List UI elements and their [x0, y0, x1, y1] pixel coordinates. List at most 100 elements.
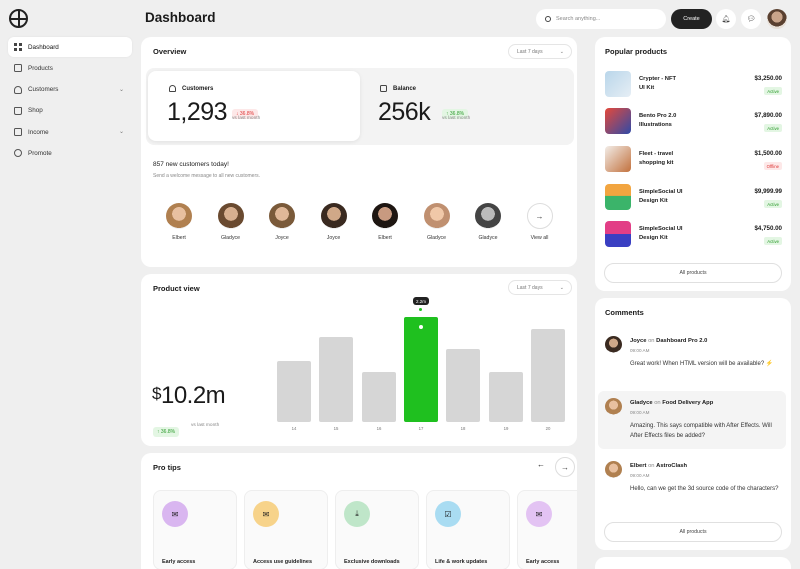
product-row[interactable]: Bento Pro 2.0 Illustrations $7,890.00 Activ… — [605, 108, 783, 140]
change-badge: ↑ 36.8% — [442, 109, 469, 119]
product-thumbnail — [605, 221, 631, 247]
grid-icon — [14, 43, 22, 51]
bell-icon: 🔔︎ — [721, 16, 731, 23]
product-row[interactable]: Crypter - NFT UI Kit $3,250.00 Active — [605, 71, 783, 103]
pro-tip-label: Early access — [162, 559, 196, 565]
range-value: Last 7 days — [517, 48, 543, 55]
x-tick-label: 16 — [376, 426, 382, 431]
user-icon — [14, 85, 22, 94]
comment-item[interactable]: Gladyce on Food Delivery App 09:00 AM Amaz… — [605, 398, 783, 448]
status-badge: Active — [764, 200, 782, 208]
arrow-right-icon: → — [561, 462, 569, 472]
comments-title: Comments — [605, 308, 644, 317]
pro-tip-item[interactable]: ✉ Early access — [153, 490, 237, 569]
new-customers-subtitle: Send a welcome message to all new custom… — [153, 173, 260, 179]
sidebar-item-customers[interactable]: Customers ⌄ — [8, 80, 132, 100]
change-value: 36.8% — [239, 111, 255, 117]
search-input[interactable]: Search anything... — [536, 9, 666, 29]
customer-avatar-item[interactable]: Elbert — [159, 203, 199, 241]
sidebar-item-shop[interactable]: Shop — [8, 101, 132, 121]
customer-avatar-item[interactable]: Joyce — [314, 203, 354, 241]
sidebar-item-income[interactable]: Income ⌄ — [8, 122, 132, 142]
sidebar-item-label: Customers — [28, 86, 59, 94]
customer-avatar-item[interactable]: Gladyce — [417, 203, 457, 241]
pro-tip-item[interactable]: ✉ Access use guidelines — [244, 490, 328, 569]
search-icon — [545, 16, 551, 22]
customer-avatar-item[interactable]: Gladyce — [468, 203, 508, 241]
comment-time: 09:00 AM — [630, 348, 650, 353]
avatar — [372, 203, 398, 229]
x-tick-label: 14 — [291, 426, 297, 431]
pro-tip-item[interactable]: ✉ Early access — [517, 490, 577, 569]
sidebar-item-products[interactable]: Products — [8, 58, 132, 78]
product-row[interactable]: SimpleSocial UI Design Kit $4,750.00 Active — [605, 221, 783, 253]
product-name: Crypter - NFT UI Kit — [639, 76, 677, 91]
chart-bar[interactable] — [446, 349, 480, 422]
comment-time: 09:00 AM — [630, 410, 650, 415]
comment-text: Hello, can we get the 3d source code of … — [630, 486, 779, 492]
avatar — [217, 203, 244, 229]
balance-label-text: Balance — [393, 85, 417, 92]
box-icon — [14, 64, 22, 73]
view-all-button[interactable]: → View all — [520, 203, 560, 241]
create-button[interactable]: Create — [671, 9, 712, 29]
arrow-right-icon: → — [526, 203, 553, 229]
chart-bar[interactable] — [362, 372, 396, 422]
balance-value: 256k — [378, 98, 431, 126]
product-name: SimpleSocial UI Design Kit — [639, 189, 683, 204]
range-value: Last 7 days — [517, 284, 543, 291]
product-view-range-select[interactable]: Last 7 days ⌄ — [508, 280, 572, 295]
prev-button[interactable]: ← — [537, 460, 545, 469]
customer-avatar-item[interactable]: Gladyce — [211, 203, 251, 241]
change-value: 36.8% — [160, 429, 176, 435]
product-thumbnail — [605, 108, 631, 134]
all-comments-button[interactable]: All products — [604, 522, 782, 542]
messages-button[interactable]: 💬︎ — [741, 9, 761, 29]
customer-avatar-item[interactable]: Joyce — [262, 203, 302, 241]
customer-avatar-item[interactable]: Elbert — [365, 203, 405, 241]
sidebar-item-label: Income — [28, 128, 49, 136]
promote-icon — [14, 149, 22, 158]
comment-item[interactable]: Elbert on AstroClash 09:00 AM Hello, can w… — [605, 461, 783, 511]
comment-item[interactable]: Joyce on Dashboard Pro 2.0 09:00 AM Great … — [605, 336, 783, 378]
avatar — [605, 461, 622, 478]
customer-name: Elbert — [378, 235, 392, 241]
status-badge: Active — [764, 124, 782, 132]
pro-tip-item[interactable]: ⤓ Exclusive downloads — [335, 490, 419, 569]
customer-name: Joyce — [275, 235, 289, 241]
customers-stat[interactable] — [148, 71, 360, 141]
pro-tip-item[interactable]: ☑ Life & work updates — [426, 490, 510, 569]
product-row[interactable]: SimpleSocial UI Design Kit $9,999.99 Active — [605, 184, 783, 216]
chart-bar[interactable] — [489, 372, 523, 422]
balance-note: vs last month — [442, 116, 471, 121]
next-button[interactable]: → — [555, 457, 575, 477]
user-icon — [169, 85, 176, 92]
avatar — [605, 336, 622, 353]
next-card — [595, 557, 791, 569]
avatar[interactable] — [767, 9, 787, 29]
notification-button[interactable]: 🔔︎ — [716, 9, 736, 29]
chart-bar[interactable] — [319, 337, 353, 422]
mail-icon: ✉ — [162, 501, 188, 527]
avatar — [475, 203, 501, 229]
customers-label-text: Customers — [182, 85, 214, 92]
pro-tip-label: Access use guidelines — [253, 559, 312, 565]
all-products-button[interactable]: All products — [604, 263, 782, 283]
sidebar-item-promote[interactable]: Promote — [8, 143, 132, 163]
product-view-title: Product view — [153, 284, 200, 293]
avatar — [605, 398, 622, 415]
chart-bar[interactable] — [404, 317, 438, 422]
new-customers-title: 857 new customers today! — [153, 161, 229, 168]
sidebar-item-dashboard[interactable]: Dashboard — [8, 37, 132, 57]
comment-author: Elbert on AstroClash — [630, 463, 688, 469]
x-tick-label: 19 — [503, 426, 509, 431]
product-row[interactable]: Fleet - travel shopping kit $1,500.00 Offli… — [605, 146, 783, 178]
customers-note: vs last month — [232, 116, 261, 121]
product-thumbnail — [605, 71, 631, 97]
chart-bar[interactable] — [277, 361, 311, 422]
logo[interactable] — [9, 9, 28, 28]
x-tick-label: 20 — [545, 426, 551, 431]
product-price: $1,500.00 — [754, 150, 782, 157]
chart-bar[interactable] — [531, 329, 565, 422]
overview-range-select[interactable]: Last 7 days ⌄ — [508, 44, 572, 59]
